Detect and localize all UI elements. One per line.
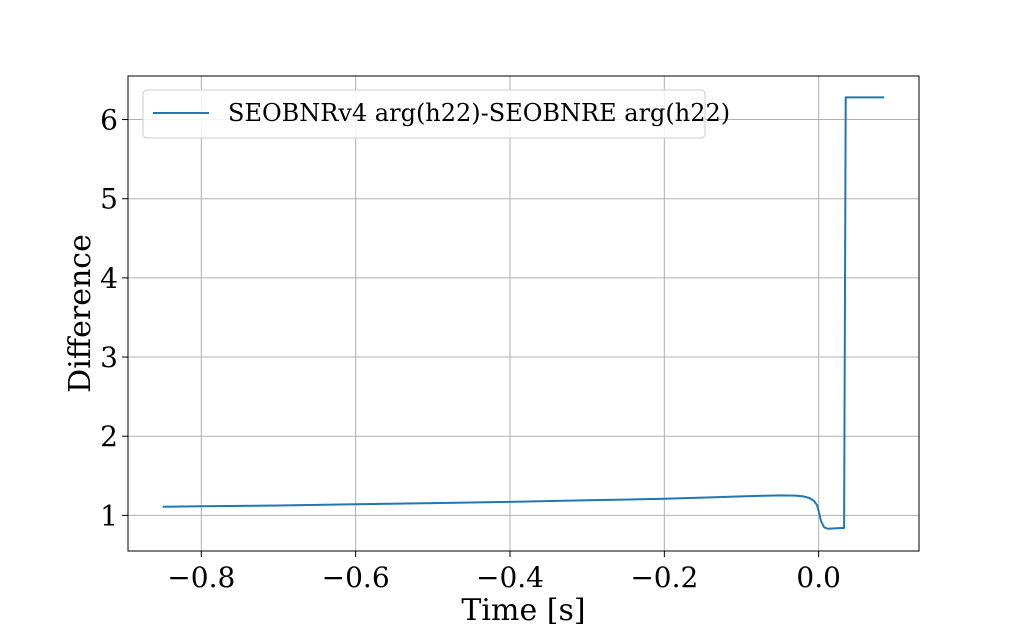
x-tick-label: 0.0 (796, 561, 841, 594)
y-tick-label: 6 (100, 104, 118, 137)
x-tick-label: −0.8 (167, 561, 235, 594)
x-tick-label: −0.6 (322, 561, 390, 594)
plot-frame (127, 75, 920, 552)
series-line (162, 96, 885, 530)
y-tick-label: 3 (100, 341, 118, 374)
y-axis-label: Difference (63, 234, 98, 393)
y-tick-label: 1 (100, 499, 118, 532)
y-tick-label: 4 (100, 262, 118, 295)
grid-lines (128, 76, 919, 551)
x-tick-label: −0.2 (630, 561, 698, 594)
y-tick-label: 5 (100, 183, 118, 216)
legend: SEOBNRv4 arg(h22)-SEOBNRE arg(h22) (142, 89, 730, 139)
x-axis-label: Time [s] (461, 593, 585, 628)
legend-entry-label: SEOBNRv4 arg(h22)-SEOBNRE arg(h22) (228, 99, 730, 127)
y-tick-label: 2 (100, 420, 118, 453)
legend-box (142, 89, 706, 139)
tick-layer: −0.8 −0.6 −0.4 −0.2 0.0 1 2 3 4 5 6 (100, 104, 841, 594)
x-tick-label: −0.4 (476, 561, 544, 594)
series-layer (162, 96, 885, 530)
